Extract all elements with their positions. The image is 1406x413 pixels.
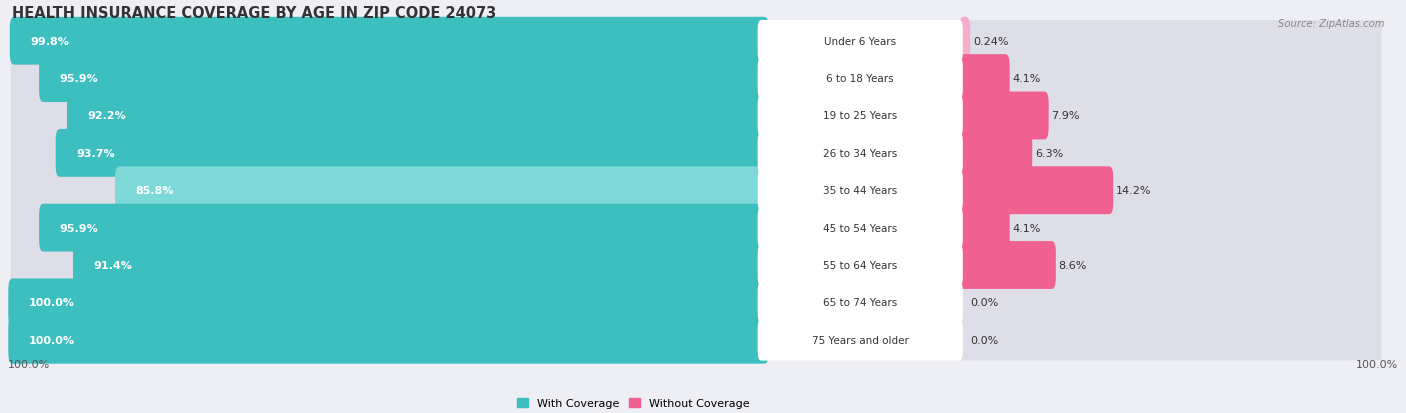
FancyBboxPatch shape — [758, 133, 963, 174]
Text: 0.0%: 0.0% — [970, 298, 998, 308]
Text: 45 to 54 Years: 45 to 54 Years — [823, 223, 897, 233]
Text: 99.8%: 99.8% — [31, 37, 69, 47]
FancyBboxPatch shape — [11, 170, 1382, 211]
Text: 55 to 64 Years: 55 to 64 Years — [823, 260, 897, 271]
Text: 85.8%: 85.8% — [135, 186, 174, 196]
Text: 26 to 34 Years: 26 to 34 Years — [823, 149, 897, 159]
FancyBboxPatch shape — [11, 208, 1382, 249]
Text: 100.0%: 100.0% — [1355, 359, 1398, 369]
FancyBboxPatch shape — [39, 55, 769, 103]
Text: 7.9%: 7.9% — [1052, 111, 1080, 121]
Text: 6.3%: 6.3% — [1035, 149, 1063, 159]
FancyBboxPatch shape — [56, 130, 769, 177]
FancyBboxPatch shape — [758, 58, 963, 100]
FancyBboxPatch shape — [67, 93, 769, 140]
Text: 6 to 18 Years: 6 to 18 Years — [827, 74, 894, 84]
FancyBboxPatch shape — [959, 130, 1032, 177]
FancyBboxPatch shape — [758, 207, 963, 249]
FancyBboxPatch shape — [758, 95, 963, 137]
Text: Source: ZipAtlas.com: Source: ZipAtlas.com — [1278, 19, 1385, 28]
Legend: With Coverage, Without Coverage: With Coverage, Without Coverage — [513, 393, 754, 413]
FancyBboxPatch shape — [11, 21, 1382, 62]
FancyBboxPatch shape — [959, 93, 1049, 140]
FancyBboxPatch shape — [11, 245, 1382, 286]
Text: 75 Years and older: 75 Years and older — [811, 335, 908, 345]
Text: 95.9%: 95.9% — [59, 223, 98, 233]
FancyBboxPatch shape — [758, 319, 963, 361]
Text: 0.0%: 0.0% — [970, 335, 998, 345]
Text: 35 to 44 Years: 35 to 44 Years — [823, 186, 897, 196]
FancyBboxPatch shape — [11, 96, 1382, 137]
Text: Under 6 Years: Under 6 Years — [824, 37, 897, 47]
FancyBboxPatch shape — [11, 282, 1382, 323]
FancyBboxPatch shape — [11, 319, 1382, 361]
Text: 19 to 25 Years: 19 to 25 Years — [823, 111, 897, 121]
FancyBboxPatch shape — [959, 55, 1010, 103]
Text: 93.7%: 93.7% — [76, 149, 115, 159]
FancyBboxPatch shape — [11, 58, 1382, 100]
FancyBboxPatch shape — [959, 18, 970, 66]
FancyBboxPatch shape — [959, 242, 1056, 289]
Text: 100.0%: 100.0% — [28, 298, 75, 308]
FancyBboxPatch shape — [10, 18, 769, 66]
FancyBboxPatch shape — [959, 204, 1010, 252]
FancyBboxPatch shape — [758, 170, 963, 211]
Text: 65 to 74 Years: 65 to 74 Years — [823, 298, 897, 308]
FancyBboxPatch shape — [758, 282, 963, 323]
FancyBboxPatch shape — [758, 244, 963, 286]
FancyBboxPatch shape — [758, 21, 963, 62]
Text: HEALTH INSURANCE COVERAGE BY AGE IN ZIP CODE 24073: HEALTH INSURANCE COVERAGE BY AGE IN ZIP … — [13, 6, 496, 21]
Text: 14.2%: 14.2% — [1116, 186, 1152, 196]
Text: 0.24%: 0.24% — [973, 37, 1008, 47]
Text: 91.4%: 91.4% — [93, 260, 132, 271]
FancyBboxPatch shape — [8, 279, 769, 327]
Text: 4.1%: 4.1% — [1012, 223, 1040, 233]
Text: 100.0%: 100.0% — [8, 359, 51, 369]
Text: 4.1%: 4.1% — [1012, 74, 1040, 84]
Text: 8.6%: 8.6% — [1059, 260, 1087, 271]
FancyBboxPatch shape — [959, 167, 1114, 215]
FancyBboxPatch shape — [115, 167, 769, 215]
FancyBboxPatch shape — [39, 204, 769, 252]
FancyBboxPatch shape — [8, 316, 769, 364]
FancyBboxPatch shape — [73, 242, 769, 289]
FancyBboxPatch shape — [11, 133, 1382, 174]
Text: 92.2%: 92.2% — [87, 111, 127, 121]
Text: 95.9%: 95.9% — [59, 74, 98, 84]
Text: 100.0%: 100.0% — [28, 335, 75, 345]
